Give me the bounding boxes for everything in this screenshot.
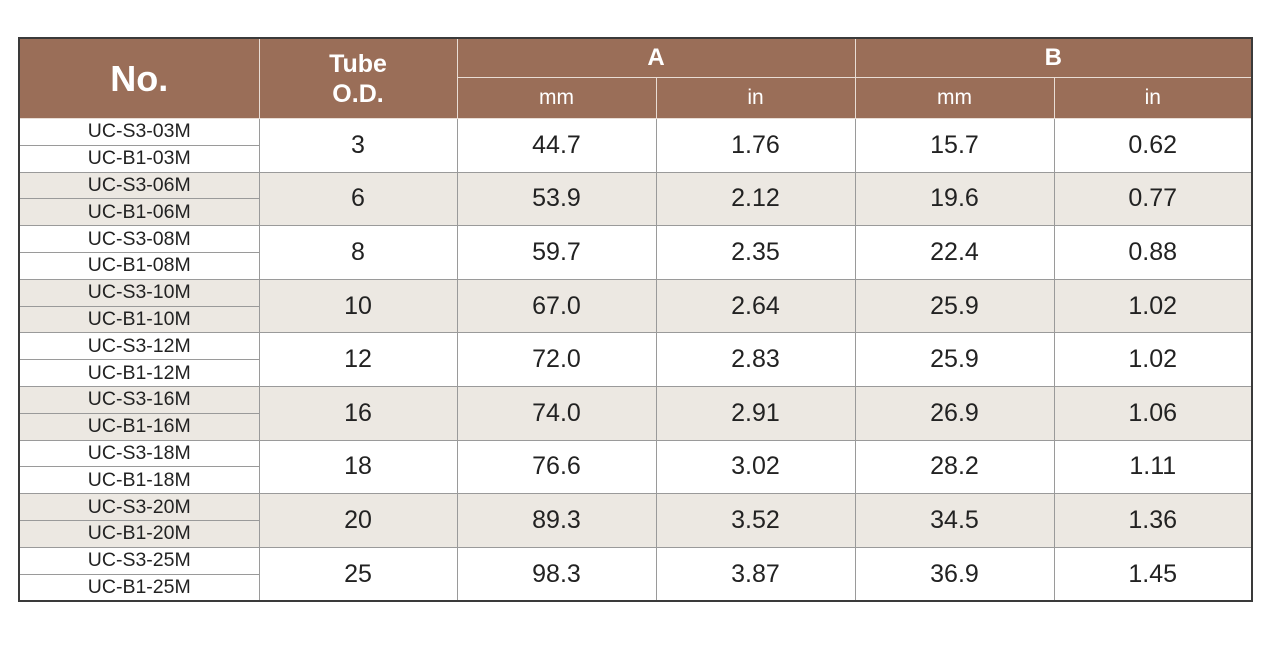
table-row: UC-S3-25M 25 98.3 3.87 36.9 1.45 (18, 547, 1253, 602)
value-cell: 1.11 (1053, 440, 1253, 495)
table-row: UC-B1-03M (18, 145, 1252, 173)
value-cell: 1.45 (1053, 547, 1253, 602)
value-cell: 44.7 (456, 118, 657, 173)
value-cell: 0.62 (1053, 118, 1253, 173)
value-cell: 89.3 (456, 493, 657, 548)
value-cell: 1.76 (655, 118, 856, 173)
model-cell: UC-B1-20M (18, 520, 260, 548)
model-cell: UC-S3-06M (18, 172, 260, 200)
value-cell: 20 (258, 493, 458, 548)
value-cell: 74.0 (456, 386, 657, 441)
value-cell: 67.0 (456, 279, 657, 334)
model-cell: UC-S3-03M (18, 118, 260, 146)
model-cell: UC-S3-08M (18, 225, 260, 253)
model-cell: UC-B1-03M (18, 145, 260, 173)
table-row: UC-S3-08M 8 59.7 2.35 22.4 0.88 (18, 225, 1253, 280)
value-cell: 76.6 (456, 440, 657, 495)
table-row: UC-S3-16M 16 74.0 2.91 26.9 1.06 (18, 386, 1253, 441)
value-cell: 12 (258, 332, 458, 387)
value-cell: 98.3 (456, 547, 657, 602)
value-cell: 3.02 (655, 440, 856, 495)
model-cell: UC-B1-25M (18, 574, 260, 602)
table-row: UC-S3-20M 20 89.3 3.52 34.5 1.36 (18, 493, 1253, 548)
table-row: UC-B1-06M (18, 198, 1252, 227)
value-cell: 1.36 (1053, 493, 1253, 548)
header-tube-od-text: Tube O.D. (329, 49, 387, 108)
value-cell: 16 (258, 386, 458, 441)
model-cell: UC-B1-08M (18, 252, 260, 280)
table-row: UC-B1-12M (18, 359, 1252, 387)
value-cell: 3.87 (655, 547, 856, 602)
header-group: A (456, 37, 856, 78)
value-cell: 25 (258, 547, 458, 602)
table-row: UC-B1-20M (18, 520, 1252, 548)
table-row: UC-S3-18M 18 76.6 3.02 28.2 1.11 (18, 440, 1253, 495)
value-cell: 3.52 (655, 493, 856, 548)
table-body: UC-S3-03M 3 44.7 1.76 15.7 0.62 UC-B1-03M UC-S3… (18, 118, 1253, 602)
model-cell: UC-B1-18M (18, 466, 260, 495)
header-unit: mm (854, 77, 1055, 119)
header-group: B (854, 37, 1253, 78)
value-cell: 2.83 (655, 332, 856, 387)
header-unit: in (1053, 77, 1253, 119)
value-cell: 0.88 (1053, 225, 1253, 280)
header-unit: in (655, 77, 856, 119)
model-cell: UC-B1-06M (18, 198, 260, 227)
value-cell: 3 (258, 118, 458, 173)
header-unit: mm (456, 77, 657, 119)
value-cell: 2.91 (655, 386, 856, 441)
value-cell: 10 (258, 279, 458, 334)
value-cell: 18 (258, 440, 458, 495)
spec-table: No. Tube O.D. A B mm in mm in UC-S3-03M 3… (18, 37, 1253, 603)
value-cell: 2.12 (655, 172, 856, 227)
value-cell: 6 (258, 172, 458, 227)
model-cell: UC-S3-12M (18, 332, 260, 361)
model-cell: UC-B1-10M (18, 306, 260, 334)
value-cell: 25.9 (854, 279, 1055, 334)
table-row: UC-B1-08M (18, 252, 1252, 280)
table-row: UC-S3-10M 10 67.0 2.64 25.9 1.02 (18, 279, 1253, 334)
value-cell: 1.02 (1053, 332, 1253, 387)
value-cell: 25.9 (854, 332, 1055, 387)
value-cell: 34.5 (854, 493, 1055, 548)
table-row: UC-B1-10M (18, 306, 1252, 334)
header-tube-od: Tube O.D. (258, 37, 458, 119)
value-cell: 15.7 (854, 118, 1055, 173)
value-cell: 1.06 (1053, 386, 1253, 441)
value-cell: 2.35 (655, 225, 856, 280)
table-row: UC-B1-25M (18, 574, 1252, 602)
model-cell: UC-B1-12M (18, 359, 260, 387)
value-cell: 8 (258, 225, 458, 280)
value-cell: 72.0 (456, 332, 657, 387)
value-cell: 26.9 (854, 386, 1055, 441)
table-row: UC-S3-12M 12 72.0 2.83 25.9 1.02 (18, 332, 1253, 387)
value-cell: 2.64 (655, 279, 856, 334)
value-cell: 22.4 (854, 225, 1055, 280)
table-row: UC-B1-18M (18, 466, 1252, 495)
value-cell: 59.7 (456, 225, 657, 280)
table-row: UC-B1-16M (18, 413, 1252, 441)
table-row: UC-S3-03M 3 44.7 1.76 15.7 0.62 (18, 118, 1253, 173)
value-cell: 0.77 (1053, 172, 1253, 227)
model-cell: UC-B1-16M (18, 413, 260, 441)
model-cell: UC-S3-18M (18, 440, 260, 468)
model-cell: UC-S3-25M (18, 547, 260, 575)
value-cell: 1.02 (1053, 279, 1253, 334)
model-cell: UC-S3-16M (18, 386, 260, 414)
value-cell: 36.9 (854, 547, 1055, 602)
model-cell: UC-S3-10M (18, 279, 260, 307)
value-cell: 53.9 (456, 172, 657, 227)
header-no: No. (18, 37, 260, 119)
model-cell: UC-S3-20M (18, 493, 260, 521)
table-row: UC-S3-06M 6 53.9 2.12 19.6 0.77 (18, 172, 1253, 227)
value-cell: 19.6 (854, 172, 1055, 227)
value-cell: 28.2 (854, 440, 1055, 495)
